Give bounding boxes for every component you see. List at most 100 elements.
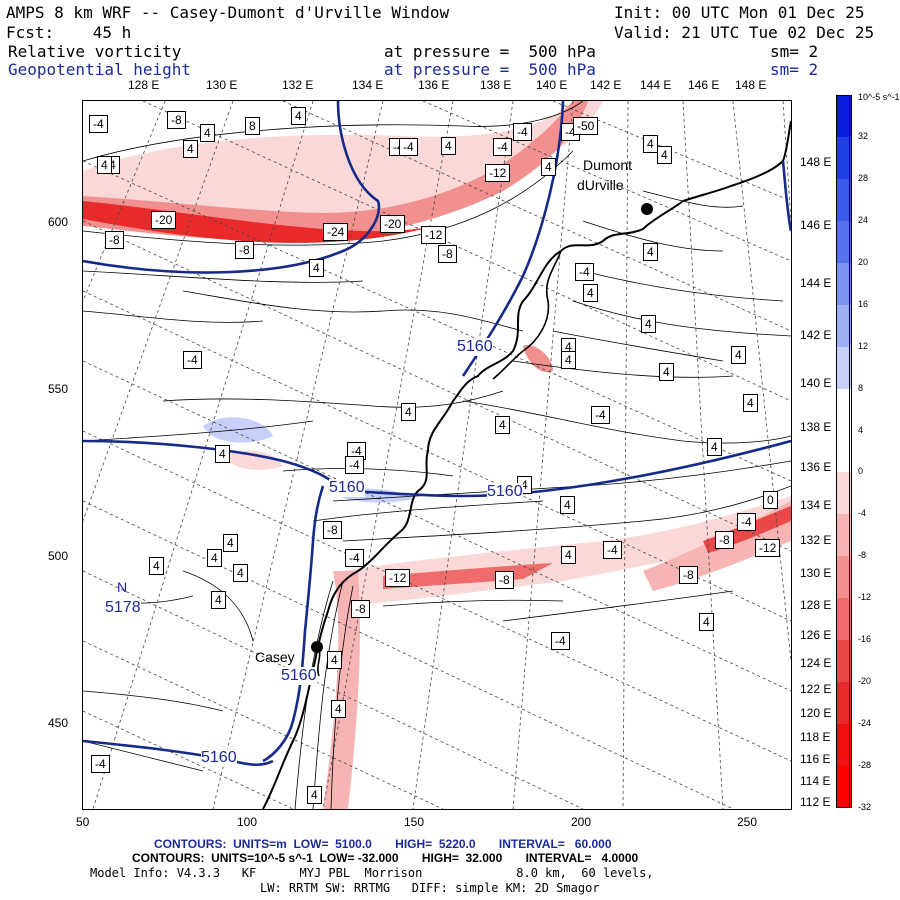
latitude-label: 118 E xyxy=(800,730,831,744)
vorticity-contour-label: 4 xyxy=(541,158,556,176)
colorbar-label: -24 xyxy=(858,718,872,729)
longitude-label: 146 E xyxy=(688,78,720,92)
vorticity-contour-label: 4 xyxy=(149,557,164,575)
footer-physics-info: LW: RRTM SW: RRTMG DIFF: simple KM: 2D S… xyxy=(260,881,600,895)
longitude-label: 140 E xyxy=(536,78,568,92)
latitude-label: 112 E xyxy=(800,795,831,809)
vorticity-contour-label: -4 xyxy=(551,632,570,650)
vorticity-contour-label: -4 xyxy=(345,456,364,474)
y-tick-600: 600 xyxy=(48,215,69,229)
footer-height-contours: CONTOURS: UNITS=m LOW= 5100.0 HIGH= 5220… xyxy=(154,837,612,851)
latitude-label: 128 E xyxy=(800,598,832,612)
height-contour-label: 5160 xyxy=(201,749,237,767)
init-time: Init: 00 UTC Mon 01 Dec 25 xyxy=(614,3,865,22)
field2-level: at pressure = 500 hPa xyxy=(384,60,596,79)
vorticity-band-upper xyxy=(83,101,603,228)
footer-model-info: Model Info: V4.3.3 KF MYJ PBL Morrison 8… xyxy=(90,866,654,880)
coastline xyxy=(262,200,684,809)
valid-time: Valid: 21 UTC Tue 02 Dec 25 xyxy=(614,23,875,42)
latitude-label: 146 E xyxy=(800,218,832,232)
latitude-label: 132 E xyxy=(800,533,832,547)
low-marker: N xyxy=(117,579,128,595)
x-tick-150: 150 xyxy=(404,815,425,829)
latitude-label: 124 E xyxy=(800,656,832,670)
vorticity-patch-left xyxy=(223,450,283,470)
vorticity-contour-label: -4 xyxy=(89,115,108,133)
dumont-label: Dumont xyxy=(583,157,633,173)
vorticity-contour-label: -4 xyxy=(399,138,418,156)
height-contour-label: 5160 xyxy=(487,483,523,501)
vorticity-contour-label: 4 xyxy=(707,438,722,456)
y-tick-550: 550 xyxy=(48,382,69,396)
vorticity-contour-label: -8 xyxy=(235,241,254,259)
vorticity-contour-label: -20 xyxy=(380,215,406,233)
latitude-label: 120 E xyxy=(800,706,832,720)
latitude-label: 136 E xyxy=(800,460,832,474)
vorticity-contour-label: 4 xyxy=(183,140,198,158)
vorticity-contour-label: 4 xyxy=(561,546,576,564)
vorticity-contour-label: -12 xyxy=(485,164,511,182)
height-contour-label: 5178 xyxy=(105,599,141,617)
colorbar-label: -12 xyxy=(858,592,872,603)
colorbar-label: -8 xyxy=(858,550,867,561)
vorticity-contour-label: 4 xyxy=(291,107,306,125)
vorticity-contour-label: 4 xyxy=(309,259,324,277)
vorticity-contour-label: -8 xyxy=(323,521,342,539)
colorbar-label: 0 xyxy=(858,466,864,477)
dumont-station-marker xyxy=(641,203,653,215)
vorticity-contour-label: -24 xyxy=(323,223,349,241)
colorbar-label: 32 xyxy=(858,130,869,141)
colorbar-label: 20 xyxy=(858,256,869,267)
y-tick-450: 450 xyxy=(48,716,69,730)
vorticity-contour-label: 4 xyxy=(561,351,576,369)
latitude-label: 142 E xyxy=(800,328,832,342)
vorticity-contour-label: -8 xyxy=(495,571,514,589)
vorticity-contour-label: -8 xyxy=(167,111,186,129)
vorticity-contour-label: -12 xyxy=(385,569,411,587)
colorbar-frame xyxy=(836,95,850,808)
vorticity-contour-label: 4 xyxy=(657,146,672,164)
colorbar-label: 8 xyxy=(858,382,864,393)
vorticity-contour-label: -8 xyxy=(438,245,457,263)
vorticity-contour-label: -4 xyxy=(603,541,622,559)
height-contour-label: 5160 xyxy=(457,338,493,356)
vorticity-contour-label: 0 xyxy=(763,491,778,509)
vorticity-contour-label: 4 xyxy=(97,156,112,174)
x-tick-100: 100 xyxy=(237,815,258,829)
vorticity-contour-label: -4 xyxy=(737,513,756,531)
height-contour-label: 5160 xyxy=(329,479,365,497)
vorticity-contour-label: 4 xyxy=(641,315,656,333)
latitude-label: 148 E xyxy=(800,155,832,169)
map-panel: -4-848-4-844-20-24-20-12-8-12-8-4444-44-… xyxy=(82,100,792,810)
field1-level: at pressure = 500 hPa xyxy=(384,42,596,61)
vorticity-contour-label: 4 xyxy=(583,284,598,302)
latitude-label: 138 E xyxy=(800,420,832,434)
colorbar-label: 16 xyxy=(858,298,869,309)
colorbar-label: 4 xyxy=(858,424,864,435)
vorticity-contour-label: -4 xyxy=(513,123,532,141)
colorbar-units: 10^-5 s^-1 xyxy=(858,92,900,102)
longitude-label: 144 E xyxy=(640,78,672,92)
vorticity-contour-label: 4 xyxy=(560,496,575,514)
colorbar-label: -28 xyxy=(858,760,872,771)
colorbar-label: -20 xyxy=(858,676,872,687)
colorbar-label: -32 xyxy=(858,802,872,812)
longitude-label: 132 E xyxy=(282,78,314,92)
field1-name: Relative vorticity xyxy=(8,42,182,61)
latitude-label: 140 E xyxy=(800,376,832,390)
vorticity-contour-label: -12 xyxy=(421,226,447,244)
vorticity-contour-label: -4 xyxy=(183,351,202,369)
latitude-label: 114 E xyxy=(800,774,831,788)
vorticity-contour-label: 4 xyxy=(401,403,416,421)
vorticity-contours xyxy=(83,101,791,809)
vorticity-contour-label: -4 xyxy=(345,549,364,567)
vorticity-contour-label: -8 xyxy=(351,600,370,618)
longitude-label: 128 E xyxy=(128,78,160,92)
latitude-label: 116 E xyxy=(800,752,831,766)
coastline-east xyxy=(682,120,791,202)
colorbar-label: 24 xyxy=(858,214,869,225)
field2-name: Geopotential height xyxy=(8,60,192,79)
field1-smoothing: sm= 2 xyxy=(770,42,819,61)
latitude-label: 130 E xyxy=(800,566,832,580)
vorticity-contour-label: -4 xyxy=(493,138,512,156)
